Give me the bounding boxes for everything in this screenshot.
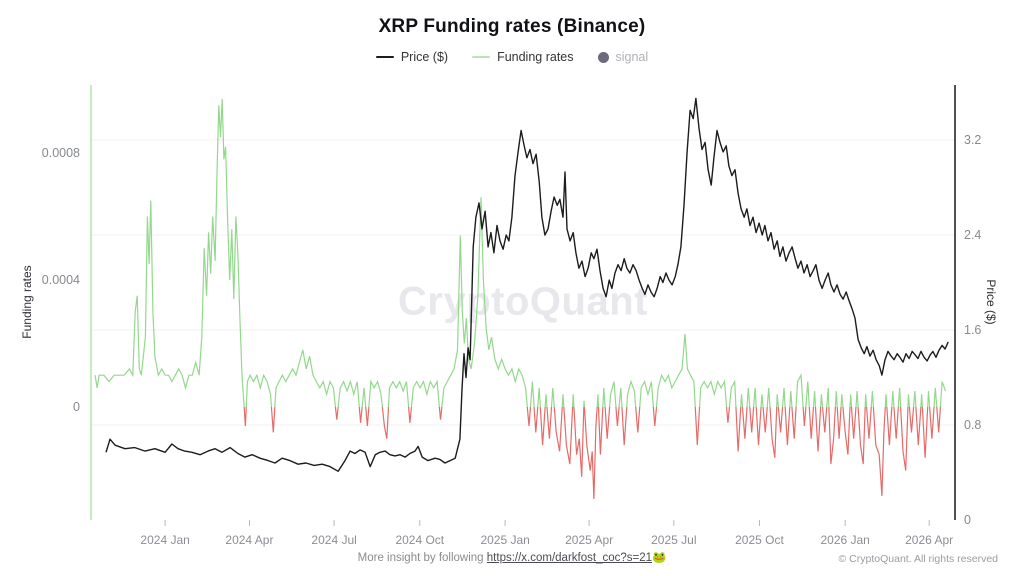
x-axis-tick-label: 2025 Jan <box>480 533 530 547</box>
legend-item-price-[interactable]: Price ($) <box>375 50 449 64</box>
left-axis-tick-label: 0.0008 <box>41 145 80 160</box>
right-axis-tick-label: 0 <box>964 513 971 527</box>
frog-emoji-icon: 🐸 <box>652 552 667 564</box>
x-axis-tick-label: 2024 Jul <box>311 533 357 547</box>
legend-label: Funding rates <box>497 50 574 64</box>
legend-label: signal <box>615 50 649 64</box>
x-axis-tick-label: 2025 Oct <box>735 533 784 547</box>
x-axis-tick-label: 2024 Apr <box>225 533 274 547</box>
x-axis-tick-label: 2025 Jul <box>651 533 697 547</box>
right-axis-tick-label: 3.2 <box>964 132 982 147</box>
watermark: CryptoQuant <box>398 279 648 324</box>
legend-line-swatch <box>375 55 394 59</box>
copyright: © CryptoQuant. All rights reserved <box>838 553 998 565</box>
footer-note: More insight by following https://x.com/… <box>0 550 1024 564</box>
right-axis-tick-label: 0.8 <box>964 417 982 432</box>
funding-rates-series-negative <box>243 407 942 500</box>
legend: Price ($) Funding rates signal <box>0 50 1024 64</box>
x-axis-tick-label: 2024 Jan <box>140 533 190 547</box>
legend-item-signal[interactable]: signal <box>597 50 649 64</box>
legend-label: Price ($) <box>400 50 449 64</box>
funding-rates-series <box>94 98 947 407</box>
x-axis-tick-label: 2025 Apr <box>565 533 614 547</box>
right-axis-tick-label: 2.4 <box>964 227 982 242</box>
left-axis-tick-label: 0.0004 <box>41 272 80 287</box>
legend-line-swatch <box>472 55 491 59</box>
left-axis-tick-label: 0 <box>73 399 80 414</box>
legend-dot-swatch <box>597 51 609 63</box>
page-title: XRP Funding rates (Binance) <box>378 16 646 37</box>
footer-note-text: More insight by following <box>357 552 487 564</box>
right-axis-tick-label: 1.6 <box>964 322 982 337</box>
x-axis-tick-label: 2026 Jan <box>820 533 870 547</box>
x-axis-tick-label: 2026 Apr <box>905 533 954 547</box>
price-series <box>105 97 949 472</box>
x-axis-tick-label: 2024 Oct <box>395 533 445 547</box>
legend-item-funding-rates[interactable]: Funding rates <box>472 50 574 64</box>
footer-link[interactable]: https://x.com/darkfost_coc?s=21 <box>486 552 653 564</box>
